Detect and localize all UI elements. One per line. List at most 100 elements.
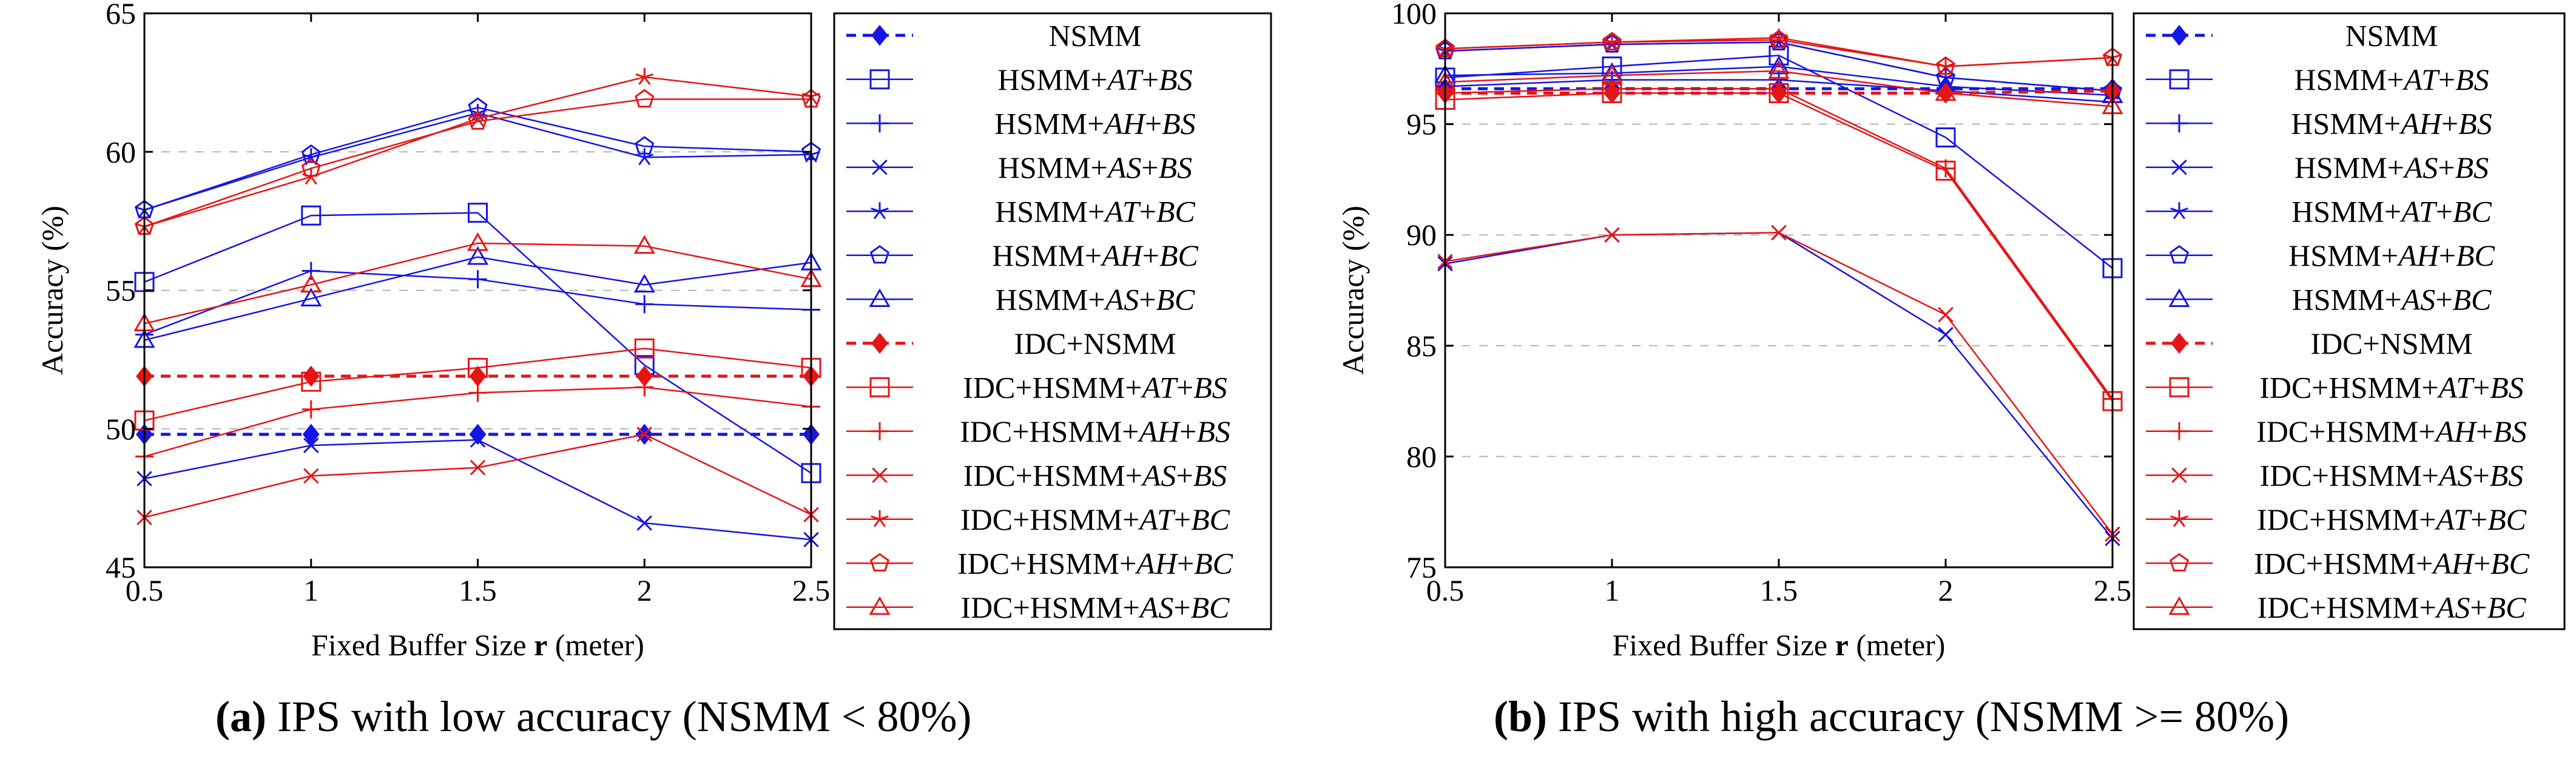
x-tick-label: 1 — [1605, 573, 1620, 607]
caption-a: (a) IPS with low accuracy (NSMM < 80%) — [215, 692, 971, 742]
data-point — [1768, 55, 1790, 75]
legend-marker — [2168, 288, 2190, 307]
legend-entry: IDC+HSMM+AS+BS — [846, 458, 1227, 492]
legend-marker — [871, 114, 889, 133]
legend-entry: IDC+HSMM+AH+BS — [846, 414, 1230, 448]
y-tick-label: 50 — [106, 412, 136, 446]
legend-marker — [871, 24, 888, 46]
legend-marker — [2168, 596, 2190, 615]
series-idc-hsmm-ah-bs — [1436, 79, 2122, 408]
data-point — [300, 288, 322, 306]
x-tick-label: 1.5 — [459, 573, 497, 607]
legend-entry: HSMM+AH+BC — [846, 238, 1199, 272]
legend-label: IDC+HSMM+AH+BS — [960, 414, 1230, 448]
legend-label: HSMM+AS+BS — [2294, 150, 2489, 184]
legend-label: HSMM+AS+BC — [2292, 282, 2492, 316]
x-tick-label: 0.5 — [1426, 573, 1465, 607]
legend-label: NSMM — [1049, 18, 1142, 52]
data-point — [1938, 306, 1954, 323]
y-tick-label: 95 — [1406, 107, 1437, 141]
series-line — [144, 98, 811, 228]
legend-label: IDC+HSMM+AS+BC — [2257, 590, 2527, 624]
series-line — [1445, 55, 2113, 269]
series-hsmm-ah-bs — [135, 261, 820, 344]
legend-entry: HSMM+AH+BS — [846, 106, 1196, 140]
data-point — [635, 89, 655, 108]
legend-marker — [871, 422, 889, 440]
data-point — [303, 437, 319, 453]
legend-entry: HSMM+AH+BC — [2146, 238, 2495, 272]
series-line — [144, 439, 812, 541]
legend-marker — [2171, 467, 2187, 484]
series-line — [1445, 232, 2113, 539]
data-point — [300, 274, 322, 293]
series-line — [1445, 232, 2113, 535]
caption-a-label: (a) — [215, 692, 266, 741]
legend-entry: IDC+NSMM — [846, 326, 1176, 360]
series-idc-hsmm-ah-bc — [134, 89, 821, 235]
x-tick-label: 2.5 — [2094, 573, 2132, 607]
legend-label: HSMM+AS+BC — [996, 282, 1195, 316]
data-point — [1771, 224, 1787, 241]
data-point — [467, 246, 489, 265]
legend-label: HSMM+AS+BS — [998, 150, 1192, 184]
x-tick-label: 1.5 — [1760, 573, 1798, 607]
legend-marker — [2169, 245, 2190, 264]
legend-box — [2133, 12, 2566, 630]
legend-entry: HSMM+AT+BS — [2146, 62, 2489, 96]
data-point — [469, 423, 487, 445]
data-point — [1603, 33, 1621, 50]
data-point — [1935, 56, 1956, 75]
legend-marker — [871, 332, 888, 354]
legend-marker — [871, 202, 889, 220]
legend-label: HSMM+AT+BS — [997, 62, 1192, 96]
legend-entry: IDC+HSMM+AT+BS — [846, 370, 1227, 404]
legend: NSMM HSMM+AT+BS HSMM+AH+BS HSMM+AS+BS HSMM+A… — [833, 12, 1272, 630]
legend-marker — [2170, 202, 2188, 220]
legend-marker — [2169, 69, 2190, 90]
legend-entry: IDC+NSMM — [2146, 326, 2473, 360]
y-tick-label: 55 — [106, 274, 136, 308]
legend-marker — [2170, 114, 2188, 133]
data-point — [468, 104, 487, 121]
legend-marker — [2171, 24, 2188, 46]
series-line — [1445, 39, 2113, 67]
legend-entry: IDC+HSMM+AH+BS — [2146, 414, 2527, 448]
series-line — [144, 112, 812, 211]
legend-label: HSMM+AT+BC — [995, 194, 1195, 228]
data-point — [301, 371, 322, 392]
legend-marker — [2169, 553, 2190, 572]
legend-marker — [869, 596, 891, 615]
data-point — [1938, 326, 1954, 343]
series-line — [1445, 41, 2113, 92]
series-line — [144, 106, 812, 211]
series-hsmm-as-bs — [1437, 224, 2120, 547]
legend-marker — [869, 553, 890, 572]
data-point — [301, 205, 322, 226]
series-hsmm-as-bs — [137, 432, 819, 548]
legend-label: IDC+HSMM+AT+BC — [2257, 502, 2527, 536]
legend-label: IDC+HSMM+AS+BS — [963, 458, 1227, 492]
data-point — [470, 459, 486, 476]
legend-label: IDC+HSMM+AS+BC — [961, 590, 1230, 624]
data-point — [1768, 29, 1789, 49]
caption-a-text: IPS with low accuracy (NSMM < 80%) — [266, 692, 972, 741]
legend-entry: IDC+HSMM+AH+BC — [2146, 546, 2530, 580]
legend-entry: HSMM+AT+BC — [2146, 194, 2492, 228]
legend-entry: IDC+HSMM+AT+BC — [846, 502, 1230, 536]
legend-label: NSMM — [2345, 18, 2438, 52]
legend-marker — [869, 377, 890, 397]
series-line — [144, 348, 812, 422]
legend-marker — [869, 288, 891, 307]
y-tick-label: 45 — [106, 550, 136, 584]
legend: NSMM HSMM+AT+BS HSMM+AH+BS HSMM+AS+BS HSMM+A… — [2133, 12, 2566, 630]
data-point — [1604, 227, 1620, 243]
y-tick-label: 80 — [1406, 439, 1437, 473]
legend-entry: IDC+HSMM+AS+BC — [2146, 590, 2526, 624]
data-point — [1602, 32, 1622, 51]
data-point — [301, 158, 321, 177]
data-point — [634, 338, 655, 359]
legend-marker — [2170, 422, 2188, 440]
data-point — [635, 136, 655, 155]
legend-entry: HSMM+AS+BS — [846, 150, 1192, 184]
